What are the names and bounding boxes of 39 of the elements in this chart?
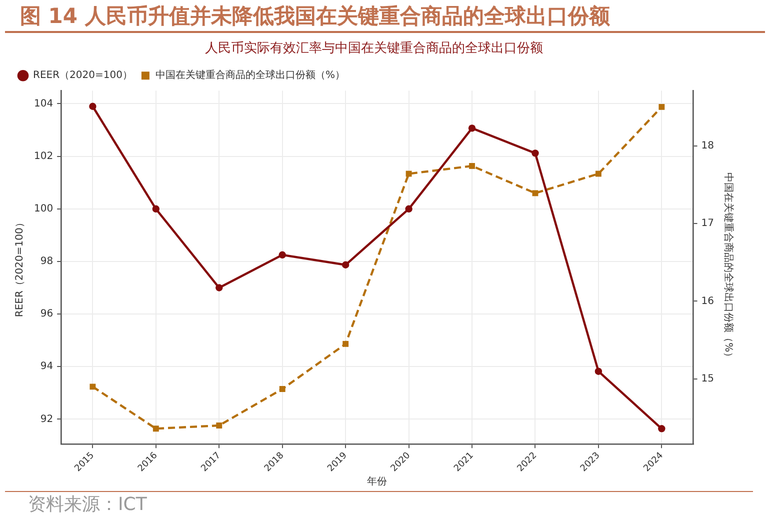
point xyxy=(594,368,602,375)
y2-axis-title: 中国在关键重合商品的全球出口份额（%） xyxy=(722,172,734,362)
legend-label: REER（2020=100） xyxy=(33,70,132,82)
point xyxy=(216,284,223,292)
point xyxy=(342,261,350,268)
y2-tick-label: 17 xyxy=(701,218,714,230)
y-tick-label: 98 xyxy=(40,256,54,268)
point xyxy=(658,104,665,110)
point xyxy=(279,386,286,392)
point xyxy=(405,205,412,212)
point xyxy=(90,384,96,390)
y-tick-label: 96 xyxy=(40,308,54,320)
y-tick-label: 94 xyxy=(40,361,54,372)
point xyxy=(469,163,475,169)
y-tick-label: 104 xyxy=(34,98,54,110)
y-tick-label: 100 xyxy=(34,203,54,214)
chart-title: 图 14 人民币升值并未降低我国在关键重合商品的全球出口份额 xyxy=(20,3,610,29)
y-axis-title: REER（2020=100） xyxy=(14,218,26,318)
point xyxy=(278,251,286,258)
y2-tick-label: 16 xyxy=(701,296,714,307)
x-axis-title: 年份 xyxy=(367,476,388,488)
legend-label: 中国在关键重合商品的全球出口份额（%） xyxy=(155,69,345,82)
point xyxy=(216,422,222,428)
chart-subtitle: 人民币实际有效汇率与中国在关键重合商品的全球出口份额 xyxy=(205,40,543,56)
point xyxy=(152,205,160,212)
point xyxy=(595,170,602,177)
point xyxy=(532,150,539,157)
point xyxy=(152,426,159,432)
point xyxy=(532,190,538,196)
text: 资料来源：ICT xyxy=(28,494,148,516)
point xyxy=(89,102,96,110)
point xyxy=(658,425,666,432)
point xyxy=(342,340,349,347)
y2-tick-label: 15 xyxy=(701,373,714,384)
y-tick-label: 102 xyxy=(34,150,54,162)
y2-tick-label: 18 xyxy=(701,140,714,152)
y-tick-label: 92 xyxy=(40,414,54,425)
point xyxy=(406,170,412,177)
point xyxy=(468,124,476,132)
